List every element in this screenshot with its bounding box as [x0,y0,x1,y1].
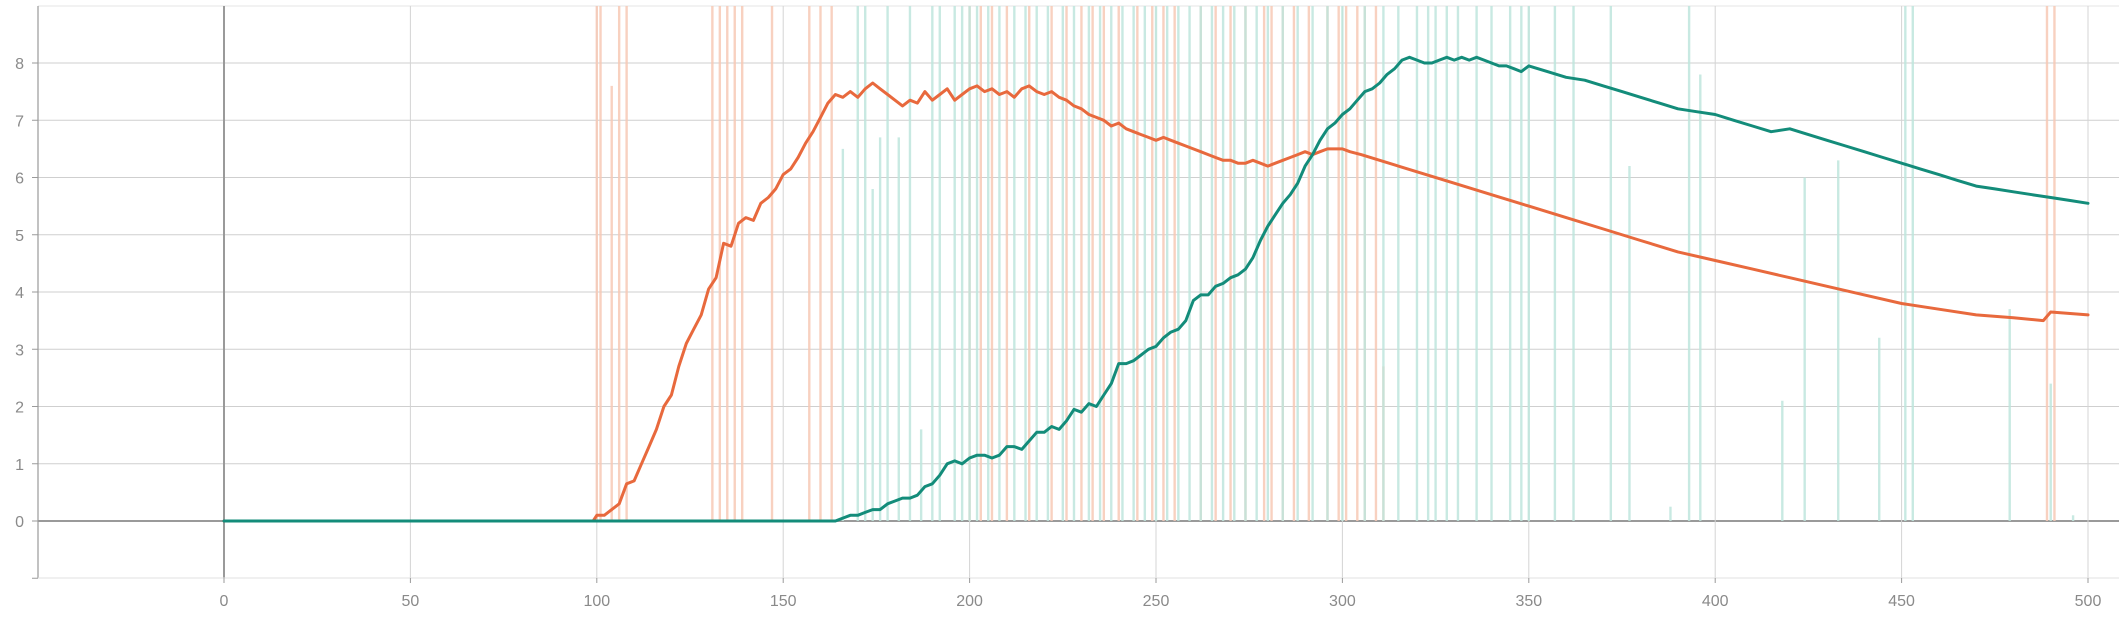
x-axis-ticks: 0 50 100 150 200 250 300 350 400 450 500 [220,578,2102,610]
x-tick-label: 300 [1329,593,1356,610]
raw-value-spikes [595,6,2075,521]
y-axis-ticks: 0 1 2 3 4 5 6 7 8 [15,56,38,531]
x-tick-label: 450 [1888,593,1915,610]
y-tick-label: 4 [15,285,24,302]
y-tick-label: 0 [15,514,24,531]
x-tick-label: 100 [583,593,610,610]
series-line-1 [222,81,2090,523]
x-tick-label: 150 [770,593,797,610]
y-tick-label: 6 [15,171,24,188]
y-tick-label: 2 [15,400,24,417]
x-tick-label: 50 [402,593,420,610]
series-line-2 [222,55,2090,523]
y-tick-label: 8 [15,56,24,73]
x-tick-label: 0 [220,593,229,610]
x-tick-label: 250 [1143,593,1170,610]
y-tick-label: 1 [15,457,24,474]
x-tick-label: 350 [1515,593,1542,610]
y-tick-label: 5 [15,228,24,245]
grid-lines [38,5,2119,578]
x-tick-label: 400 [1702,593,1729,610]
x-tick-label: 200 [956,593,983,610]
smoothed-series [222,55,2090,523]
x-tick-label: 500 [2075,593,2102,610]
y-tick-label: 3 [15,342,24,359]
y-tick-label: 7 [15,113,24,130]
